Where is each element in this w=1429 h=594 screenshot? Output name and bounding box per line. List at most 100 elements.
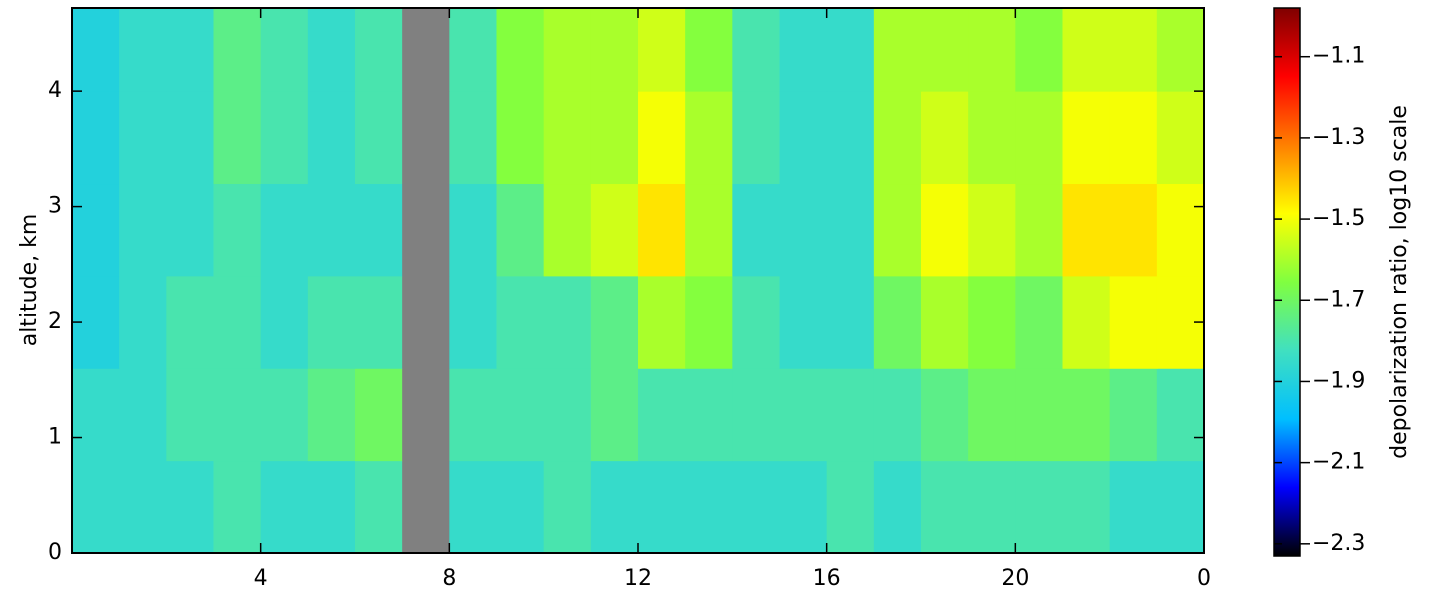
heatmap-cell	[1062, 91, 1111, 185]
heatmap-cell	[166, 8, 214, 92]
heatmap-cell	[638, 275, 686, 369]
heatmap-cell	[213, 91, 262, 185]
heatmap-cell	[685, 183, 733, 277]
heatmap-cell	[638, 8, 686, 92]
heatmap-cell	[166, 183, 214, 277]
colorbar-tick-label: −2.3	[1312, 531, 1365, 556]
heatmap-cell	[921, 91, 969, 185]
y-tick-label: 4	[48, 78, 62, 103]
heatmap-cell	[921, 460, 969, 554]
heatmap-cell	[638, 460, 686, 554]
colorbar-tick-label: −1.5	[1312, 206, 1365, 231]
heatmap-cell	[543, 275, 592, 369]
heatmap-cell	[1062, 460, 1111, 554]
heatmap-cell	[590, 460, 639, 554]
heatmap-cell	[1156, 183, 1205, 277]
heatmap-cell	[685, 275, 733, 369]
heatmap-cell	[119, 183, 167, 277]
y-tick-label: 2	[48, 309, 62, 334]
heatmap-cell	[826, 460, 875, 554]
x-tick-label: 16	[813, 566, 841, 591]
colorbar-tick-label: −1.9	[1312, 368, 1365, 393]
heatmap-cell	[1156, 91, 1205, 185]
heatmap-cell	[166, 275, 214, 369]
heatmap-cell	[826, 368, 875, 462]
heatmap-cell	[826, 8, 875, 92]
heatmap-cell	[1156, 460, 1205, 554]
heatmap-cell	[779, 183, 828, 277]
heatmap-cell	[732, 183, 780, 277]
colorbar-tick-label: −1.7	[1312, 287, 1365, 312]
heatmap-cell	[968, 368, 1016, 462]
heatmap-cell	[1109, 460, 1158, 554]
heatmap-cell	[402, 8, 450, 92]
heatmap-cell	[732, 91, 780, 185]
heatmap-cell	[402, 368, 450, 462]
heatmap-cell	[496, 460, 545, 554]
heatmap-cell	[732, 368, 780, 462]
heatmap-cell	[1015, 368, 1063, 462]
heatmap-cell	[1109, 275, 1158, 369]
heatmap-cell	[402, 91, 450, 185]
heatmap-cell	[873, 460, 922, 554]
heatmap-cell	[921, 8, 969, 92]
heatmap-cell	[732, 460, 780, 554]
heatmap-cell	[1109, 91, 1158, 185]
heatmap-cell	[1062, 275, 1111, 369]
heatmap-cell	[543, 368, 592, 462]
heatmap-cell	[166, 91, 214, 185]
colorbar-label: depolarization ratio, log10 scale	[1387, 105, 1412, 459]
heatmap-cell	[119, 275, 167, 369]
heatmap-cell	[826, 91, 875, 185]
x-tick-label: 20	[1001, 566, 1029, 591]
y-tick-label: 3	[48, 194, 62, 219]
heatmap-cell	[355, 368, 403, 462]
heatmap-cell	[1109, 183, 1158, 277]
heatmap-cell	[355, 8, 403, 92]
heatmap-cell	[1109, 8, 1158, 92]
heatmap-cell	[732, 8, 780, 92]
heatmap-cell	[449, 91, 497, 185]
heatmap-cell	[449, 8, 497, 92]
heatmap-cell	[260, 368, 309, 462]
heatmap-cell	[685, 460, 733, 554]
heatmap-cell	[307, 368, 356, 462]
heatmap-cell	[1062, 368, 1111, 462]
heatmap-cell	[72, 368, 120, 462]
heatmap-cell	[779, 8, 828, 92]
heatmap-cell	[543, 460, 592, 554]
heatmap-cell	[166, 368, 214, 462]
heatmap-cell	[873, 368, 922, 462]
heatmap-cell	[1015, 275, 1063, 369]
y-tick-label: 0	[48, 540, 62, 565]
heatmap-cell	[72, 8, 120, 92]
heatmap-cell	[873, 275, 922, 369]
heatmap-cell	[1015, 183, 1063, 277]
heatmap-cell	[260, 91, 309, 185]
heatmap-cell	[213, 183, 262, 277]
x-tick-label: 12	[624, 566, 652, 591]
heatmap-cell	[307, 460, 356, 554]
heatmap-cell	[355, 183, 403, 277]
heatmap-cell	[213, 275, 262, 369]
heatmap-cell	[638, 91, 686, 185]
heatmap-cell	[213, 368, 262, 462]
heatmap-cell	[1015, 8, 1063, 92]
heatmap-cell	[779, 368, 828, 462]
colorbar	[1273, 7, 1301, 557]
heatmap-cell	[685, 91, 733, 185]
heatmap-cell	[921, 368, 969, 462]
heatmap-cell	[968, 91, 1016, 185]
heatmap-cell	[779, 91, 828, 185]
heatmap-cell	[968, 460, 1016, 554]
colorbar-tick-label: −1.3	[1312, 125, 1365, 150]
heatmap-cell	[355, 460, 403, 554]
heatmap-cell	[873, 91, 922, 185]
heatmap-cell	[1109, 368, 1158, 462]
heatmap-cell	[1015, 91, 1063, 185]
heatmap-cell	[496, 368, 545, 462]
heatmap-cell	[685, 368, 733, 462]
heatmap-cell	[638, 368, 686, 462]
heatmap-cell	[590, 368, 639, 462]
